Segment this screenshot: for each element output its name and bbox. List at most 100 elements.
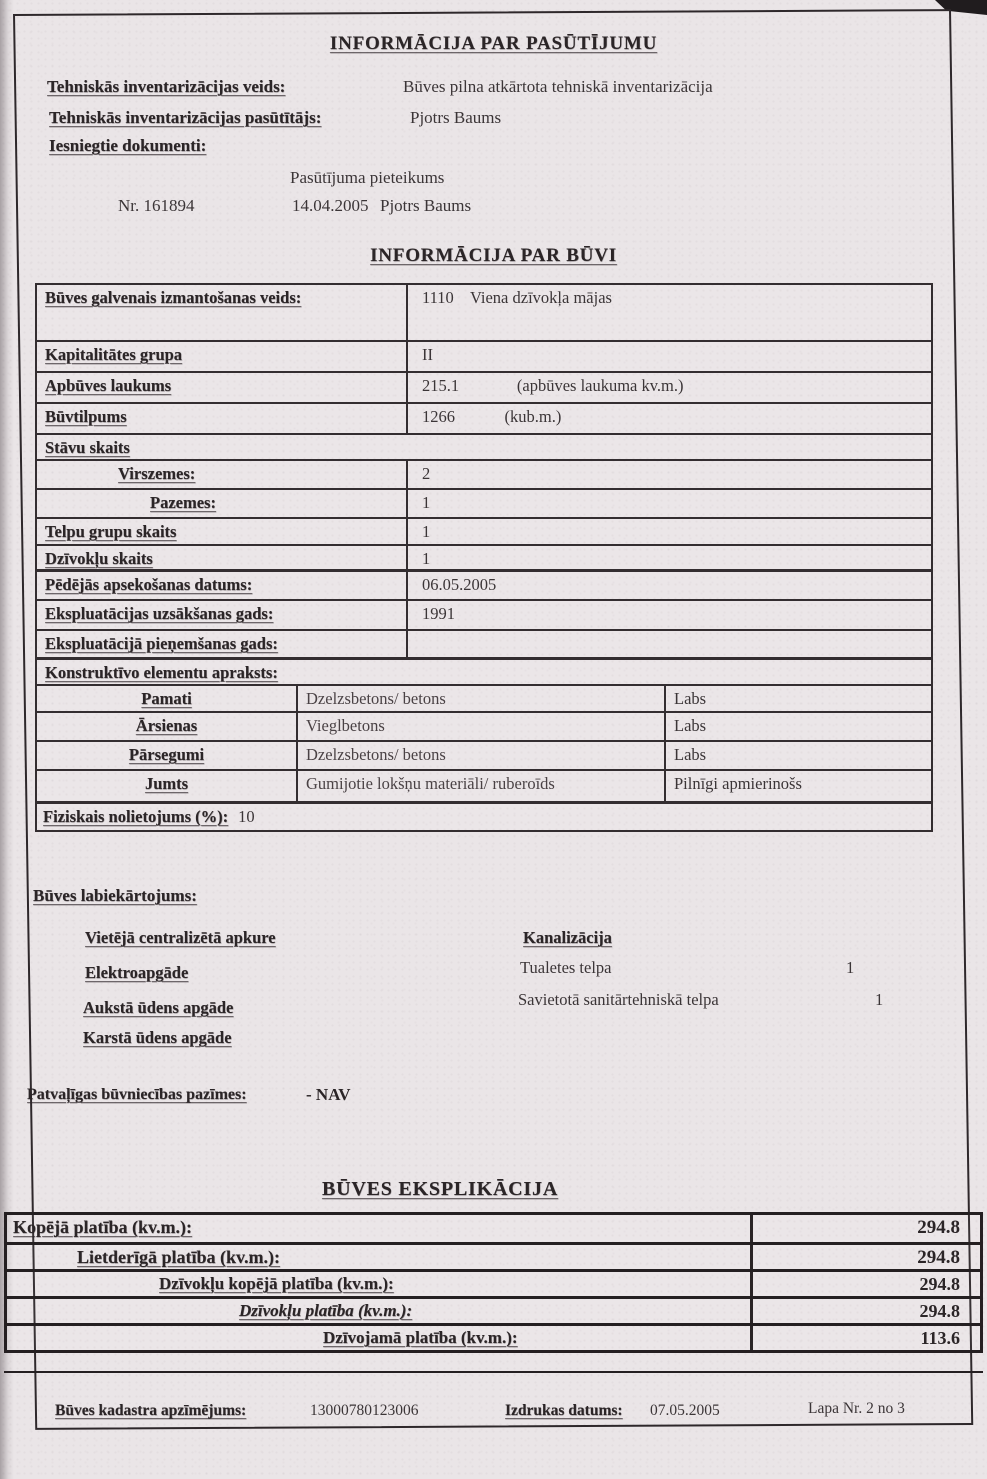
- physical-wear-row: Fiziskais nolietojums (%): 10: [37, 801, 931, 830]
- amenity-right-item: Savietotā sanitārtehniskā telpa: [518, 990, 719, 1009]
- construction-header-label: Konstruktīvo elementu apraksts:: [45, 663, 278, 682]
- explication-title: BŪVES EKSPLIKĀCIJA: [321, 1178, 559, 1200]
- physical-wear-label: Fiziskais nolietojums (%):: [43, 807, 229, 826]
- row-value: II: [422, 345, 433, 364]
- amenities-title: Būves labiekārtojums:: [33, 886, 197, 905]
- explication-label: Kopējā platība (kv.m.):: [13, 1217, 193, 1237]
- explication-value: 294.8: [750, 1245, 980, 1269]
- row-value: 1991: [422, 604, 455, 623]
- table-row: Kapitalitātes grupa II: [37, 340, 931, 371]
- row-value: 1: [422, 522, 431, 541]
- element-condition: Labs: [674, 745, 707, 764]
- row-value: 1110 Viena dzīvokļa mājas: [422, 288, 612, 307]
- table-row: Pazemes: 1: [37, 488, 931, 517]
- inventory-customer-value: Pjotrs Baums: [410, 108, 502, 127]
- element-material: Dzelzsbetons/ betons: [298, 742, 666, 769]
- table-row: Ekspluatācijas uzsākšanas gads: 1991: [37, 599, 931, 629]
- document-date: 14.04.2005: [292, 196, 369, 215]
- table-row: Apbūves laukums 215.1 (apbūves laukuma k…: [37, 371, 931, 402]
- table-row: Būvtilpums 1266 (kub.m.): [37, 402, 931, 433]
- row-label: Ekspluatācijas uzsākšanas gads:: [45, 604, 274, 623]
- amenity-left-item: Vietējā centralizētā apkure: [85, 928, 276, 947]
- cadastre-designation-number: 13000780123006: [310, 1402, 419, 1419]
- explication-value: 294.8: [750, 1272, 980, 1296]
- amenity-right-item: Tualetes telpa: [520, 958, 612, 977]
- row-label: Kapitalitātes grupa: [45, 345, 183, 364]
- amenity-right-value: 1: [875, 990, 884, 1009]
- building-section-title: INFORMĀCIJA PAR BŪVI: [370, 245, 617, 266]
- element-condition: Labs: [674, 716, 707, 735]
- construction-element-row: Ārsienas Vieglbetons Labs: [37, 711, 931, 740]
- print-date-value: 07.05.2005: [650, 1402, 720, 1419]
- explication-table: Kopējā platība (kv.m.): 294.8 Lietderīgā…: [4, 1212, 983, 1353]
- explication-label: Lietderīgā platība (kv.m.):: [77, 1247, 280, 1267]
- construction-header-row: Konstruktīvo elementu apraksts:: [37, 657, 931, 684]
- row-value: 1: [422, 493, 431, 512]
- explication-bottom-rule: [4, 1371, 983, 1373]
- document-number: Nr. 161894: [118, 196, 195, 215]
- row-label: Pēdējās apsekošanas datums:: [45, 575, 253, 594]
- scan-left-edge-shadow: [0, 0, 14, 1479]
- document-type: Pasūtījuma pieteikums: [290, 168, 445, 187]
- row-label: Būvtilpums: [45, 407, 127, 426]
- explication-label: Dzīvojamā platība (kv.m.):: [323, 1328, 518, 1347]
- physical-wear-value: 10: [238, 807, 255, 826]
- element-material: Gumijotie lokšņu materiāli/ ruberoīds: [298, 771, 666, 801]
- row-value: 06.05.2005: [422, 575, 497, 594]
- submitted-documents-label: Iesniegtie dokumenti:: [49, 136, 207, 155]
- row-label: Būves galvenais izmantošanas veids:: [45, 288, 302, 307]
- construction-element-row: Pamati Dzelzsbetons/ betons Labs: [37, 684, 931, 711]
- table-row: Telpu grupu skaits 1: [37, 517, 931, 544]
- row-label: Pazemes:: [150, 493, 216, 512]
- amenity-left-item: Karstā ūdens apgāde: [83, 1028, 232, 1047]
- row-value: 1: [422, 549, 431, 568]
- explication-value: 294.8: [750, 1299, 980, 1323]
- amenity-left-item: Aukstā ūdens apgāde: [83, 998, 234, 1017]
- table-row: Stāvu skaits: [37, 433, 931, 459]
- inventory-type-label: Tehniskās inventarizācijas veids:: [47, 77, 286, 96]
- element-condition: Pilnīgi apmierinošs: [674, 774, 802, 793]
- explication-value: 113.6: [750, 1326, 980, 1350]
- amenity-right-value: 1: [846, 958, 855, 977]
- element-name: Jumts: [144, 774, 189, 793]
- explication-label: Dzīvokļu platība (kv.m.):: [239, 1301, 413, 1320]
- page-number: Lapa Nr. 2 no 3: [808, 1400, 905, 1417]
- inventory-type-value: Būves pilna atkārtota tehniskā inventari…: [403, 77, 713, 96]
- table-row: Virszemes: 2: [37, 459, 931, 488]
- row-value: 215.1 (apbūves laukuma kv.m.): [422, 376, 684, 395]
- explication-row: Dzīvojamā platība (kv.m.): 113.6: [7, 1323, 980, 1350]
- explication-row: Dzīvokļu kopējā platība (kv.m.): 294.8: [7, 1269, 980, 1296]
- element-material: Vieglbetons: [298, 713, 666, 740]
- element-name: Ārsienas: [135, 716, 198, 735]
- construction-element-row: Pārsegumi Dzelzsbetons/ betons Labs: [37, 740, 931, 769]
- explication-value: 294.8: [750, 1215, 980, 1242]
- row-label: Ekspluatācijā pieņemšanas gads:: [45, 634, 278, 653]
- row-label: Virszemes:: [118, 464, 196, 483]
- row-value: 1266 (kub.m.): [422, 407, 562, 426]
- element-name: Pārsegumi: [128, 745, 205, 764]
- row-label: Stāvu skaits: [45, 438, 130, 457]
- order-section-title: INFORMĀCIJA PAR PASŪTĪJUMU: [329, 33, 658, 54]
- element-name: Pamati: [141, 689, 192, 708]
- document-person: Pjotrs Baums: [380, 196, 472, 215]
- explication-label: Dzīvokļu kopējā platība (kv.m.):: [159, 1274, 394, 1293]
- print-date-label: Izdrukas datums:: [505, 1402, 623, 1419]
- table-row: Ekspluatācijā pieņemšanas gads:: [37, 629, 931, 657]
- unauthorized-construction-value: - NAV: [306, 1085, 351, 1104]
- building-info-table: Būves galvenais izmantošanas veids: 1110…: [35, 283, 933, 832]
- table-row: Pēdējās apsekošanas datums: 06.05.2005: [37, 569, 931, 599]
- cadastre-designation-label: Būves kadastra apzīmējums:: [55, 1402, 247, 1419]
- table-row: Būves galvenais izmantošanas veids: 1110…: [37, 285, 931, 340]
- amenity-right-item: Kanalizācija: [523, 928, 612, 947]
- explication-row: Lietderīgā platība (kv.m.): 294.8: [7, 1242, 980, 1269]
- element-condition: Labs: [674, 689, 707, 708]
- explication-row: Kopējā platība (kv.m.): 294.8: [7, 1215, 980, 1242]
- row-label: Telpu grupu skaits: [45, 522, 177, 541]
- explication-row: Dzīvokļu platība (kv.m.): 294.8: [7, 1296, 980, 1323]
- construction-element-row: Jumts Gumijotie lokšņu materiāli/ rubero…: [37, 769, 931, 801]
- inventory-customer-label: Tehniskās inventarizācijas pasūtītājs:: [49, 108, 322, 127]
- row-label: Dzīvokļu skaits: [45, 549, 153, 568]
- amenity-left-item: Elektroapgāde: [85, 963, 189, 982]
- table-row: Dzīvokļu skaits 1: [37, 544, 931, 569]
